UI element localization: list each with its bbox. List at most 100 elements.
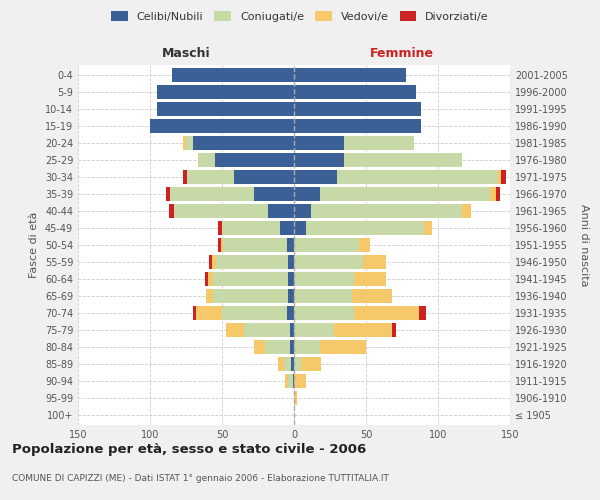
Bar — [287, 238, 294, 252]
Bar — [221, 238, 223, 252]
Bar — [294, 255, 363, 269]
Bar — [170, 187, 254, 201]
Bar — [305, 221, 424, 235]
Bar — [193, 306, 196, 320]
Bar — [206, 289, 214, 303]
Bar — [278, 357, 284, 371]
Bar — [392, 323, 396, 337]
Bar — [424, 221, 432, 235]
Text: COMUNE DI CAPIZZI (ME) - Dati ISTAT 1° gennaio 2006 - Elaborazione TUTTITALIA.IT: COMUNE DI CAPIZZI (ME) - Dati ISTAT 1° g… — [12, 474, 389, 483]
Bar — [286, 374, 288, 388]
Bar — [187, 170, 233, 184]
Bar — [320, 340, 366, 354]
Bar — [265, 340, 290, 354]
Bar — [186, 136, 193, 150]
Bar — [294, 170, 337, 184]
Bar — [215, 153, 294, 167]
Bar — [222, 221, 280, 235]
Bar — [294, 374, 305, 388]
Bar — [218, 238, 221, 252]
Bar — [294, 204, 311, 218]
Bar — [334, 323, 392, 337]
Bar — [244, 323, 290, 337]
Bar — [294, 221, 305, 235]
Bar — [223, 238, 287, 252]
Bar — [287, 306, 294, 320]
Y-axis label: Anni di nascita: Anni di nascita — [579, 204, 589, 286]
Bar — [280, 221, 294, 235]
Bar — [294, 85, 416, 99]
Bar — [294, 289, 352, 303]
Bar — [294, 357, 301, 371]
Text: Maschi: Maschi — [161, 47, 211, 60]
Bar — [294, 272, 355, 286]
Bar — [294, 153, 344, 167]
Bar — [288, 374, 293, 388]
Bar — [196, 306, 222, 320]
Bar — [499, 170, 502, 184]
Bar — [337, 170, 499, 184]
Bar — [355, 306, 419, 320]
Bar — [157, 85, 294, 99]
Bar — [205, 272, 208, 286]
Bar — [214, 289, 288, 303]
Bar — [359, 238, 370, 252]
Bar — [216, 255, 288, 269]
Bar — [463, 204, 471, 218]
Bar — [284, 357, 291, 371]
Bar — [294, 187, 320, 201]
Bar — [496, 187, 500, 201]
Bar — [288, 255, 294, 269]
Bar — [254, 187, 294, 201]
Bar — [290, 323, 294, 337]
Bar — [197, 153, 215, 167]
Bar — [344, 136, 413, 150]
Bar — [363, 255, 386, 269]
Bar — [352, 289, 392, 303]
Bar — [214, 272, 288, 286]
Bar — [268, 204, 294, 218]
Bar — [301, 357, 322, 371]
Bar — [294, 340, 320, 354]
Bar — [320, 187, 490, 201]
Bar — [502, 170, 506, 184]
Bar — [169, 204, 175, 218]
Bar — [183, 136, 186, 150]
Bar — [294, 306, 355, 320]
Bar — [175, 204, 268, 218]
Bar — [294, 136, 344, 150]
Bar — [490, 187, 496, 201]
Bar — [293, 374, 294, 388]
Text: Femmine: Femmine — [370, 47, 434, 60]
Bar — [209, 255, 212, 269]
Y-axis label: Fasce di età: Fasce di età — [29, 212, 39, 278]
Bar — [150, 119, 294, 133]
Bar — [311, 204, 463, 218]
Bar — [355, 272, 386, 286]
Bar — [288, 289, 294, 303]
Bar — [290, 340, 294, 354]
Bar — [222, 306, 287, 320]
Bar — [157, 102, 294, 116]
Text: Popolazione per età, sesso e stato civile - 2006: Popolazione per età, sesso e stato civil… — [12, 442, 366, 456]
Bar — [218, 221, 222, 235]
Bar — [291, 357, 294, 371]
Bar — [166, 187, 170, 201]
Bar — [294, 119, 421, 133]
Bar — [183, 170, 187, 184]
Bar — [208, 272, 214, 286]
Bar — [294, 68, 406, 82]
Bar — [294, 102, 421, 116]
Bar — [294, 238, 359, 252]
Bar — [288, 272, 294, 286]
Bar — [226, 323, 244, 337]
Bar — [172, 68, 294, 82]
Bar — [193, 136, 294, 150]
Bar — [254, 340, 265, 354]
Bar — [233, 170, 294, 184]
Bar — [419, 306, 427, 320]
Bar — [344, 153, 463, 167]
Bar — [294, 391, 297, 405]
Bar — [212, 255, 216, 269]
Bar — [294, 323, 334, 337]
